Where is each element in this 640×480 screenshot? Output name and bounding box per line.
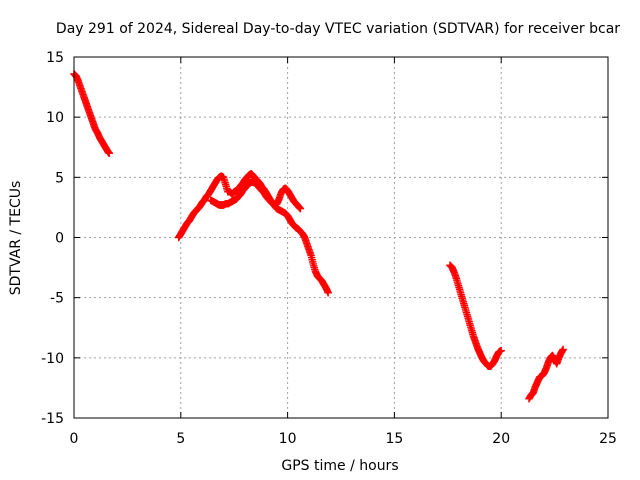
data-points: [70, 70, 567, 403]
y-axis-label: SDTVAR / TECUs: [8, 181, 24, 296]
y-tick-label: -10: [41, 351, 64, 367]
y-tick-label: -15: [41, 411, 64, 427]
y-axis-ticks: -15 -10 -5 0 5 10 15: [41, 50, 608, 427]
series-segment-4: [446, 261, 505, 370]
y-tick-label: 0: [55, 231, 64, 247]
data-point: [497, 346, 505, 355]
data-point: [559, 345, 567, 354]
series-segment-3: [207, 178, 305, 213]
data-point: [105, 149, 113, 157]
y-tick-label: 10: [46, 110, 64, 126]
x-tick-label: 20: [492, 431, 510, 447]
data-point: [324, 289, 332, 297]
x-axis-label: GPS time / hours: [281, 458, 398, 474]
series-segment-5: [525, 345, 567, 403]
y-tick-label: 5: [55, 170, 64, 186]
x-tick-label: 0: [70, 431, 79, 447]
x-axis-ticks: 0 5 10 15 20 25: [70, 57, 617, 447]
x-tick-label: 5: [176, 431, 185, 447]
y-tick-label: 15: [46, 50, 64, 66]
x-tick-label: 15: [385, 431, 403, 447]
x-tick-label: 10: [279, 431, 297, 447]
y-tick-label: -5: [50, 291, 64, 307]
x-tick-label: 25: [599, 431, 617, 447]
chart-title: Day 291 of 2024, Sidereal Day-to-day VTE…: [56, 21, 620, 37]
series-segment-1: [70, 70, 113, 157]
data-point: [296, 204, 305, 213]
grid-lines: [74, 57, 608, 418]
